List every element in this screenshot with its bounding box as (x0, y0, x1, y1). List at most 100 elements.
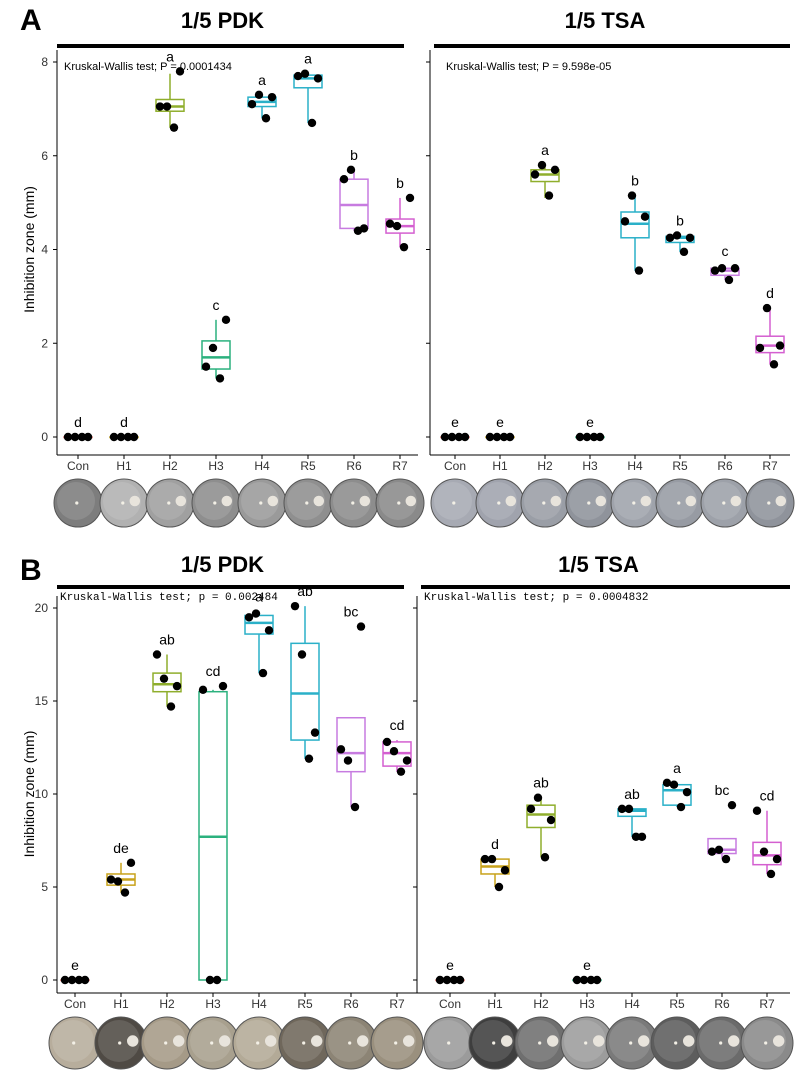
data-point (775, 341, 785, 350)
plate-sheen (704, 482, 742, 520)
kruskal-wallis-annotation: Kruskal-Wallis test; P = 0.0001434 (64, 61, 232, 73)
plate-center (492, 1041, 496, 1045)
data-point (172, 681, 182, 691)
significance-letter: de (113, 840, 129, 856)
data-point (70, 432, 80, 442)
plate-sheen (609, 1020, 651, 1062)
x-tick-label-r6: R6 (717, 459, 733, 473)
data-point (676, 802, 686, 812)
data-point (540, 853, 550, 862)
plate-center (121, 501, 125, 505)
data-point (74, 975, 84, 985)
data-point (460, 432, 470, 442)
kruskal-wallis-annotation: Kruskal-Wallis test; P = 9.598e-05 (446, 61, 611, 73)
significance-letter: ab (624, 786, 640, 802)
data-point (293, 71, 303, 81)
data-point (631, 832, 641, 841)
x-tick-label-con: Con (444, 459, 466, 473)
plate-sheen (103, 482, 141, 520)
significance-letter: e (71, 957, 79, 973)
colony-mark (775, 495, 787, 507)
data-point (447, 432, 457, 442)
data-point (727, 800, 737, 810)
y-tick-label: 0 (41, 430, 48, 444)
data-point (707, 847, 717, 856)
significance-letter: bc (715, 782, 730, 798)
colony-mark (727, 1035, 740, 1047)
colony-mark (730, 495, 742, 507)
plate-sheen (659, 482, 697, 520)
data-point (80, 975, 90, 985)
data-point (126, 858, 136, 868)
data-point (485, 432, 495, 442)
data-point (449, 975, 459, 985)
data-point (261, 114, 271, 123)
kruskal-wallis-annotation: Kruskal-Wallis test; p = 0.0004832 (424, 592, 648, 604)
data-point (582, 432, 592, 442)
data-point (455, 975, 465, 985)
plate-center (302, 1041, 306, 1045)
plate-sheen (333, 482, 371, 520)
data-point (499, 432, 509, 442)
plate-sheen (699, 1020, 741, 1062)
data-point (392, 221, 402, 231)
data-point (382, 737, 392, 747)
chart-2: 1/5 PDK Kruskal-Wallis test; p = 0.002484… (21, 552, 424, 1070)
plate-center (75, 501, 79, 505)
x-tick-label-h2: H2 (162, 459, 178, 473)
x-tick-label-r5: R5 (672, 459, 688, 473)
colony-mark (218, 1035, 231, 1047)
x-tick-label-h1: H1 (492, 459, 508, 473)
significance-letter: b (396, 175, 404, 191)
data-point (537, 160, 547, 170)
significance-letter: d (120, 414, 128, 430)
data-point (83, 432, 93, 442)
plate-center (584, 1041, 588, 1045)
data-point (759, 847, 769, 856)
data-point (396, 767, 406, 776)
significance-letter: a (166, 48, 174, 64)
data-point (251, 609, 261, 618)
plate-center (348, 1041, 352, 1045)
plate-center (118, 1041, 122, 1045)
x-tick-label-r7: R7 (392, 459, 408, 473)
x-tick-label-h3: H3 (579, 997, 595, 1011)
colony-mark (126, 1035, 139, 1047)
data-point (617, 804, 627, 814)
data-point (442, 975, 452, 985)
data-point (575, 432, 585, 442)
data-point (218, 681, 228, 691)
plate-sheen (654, 1020, 696, 1062)
plate-sheen (241, 482, 279, 520)
plate-center (351, 501, 355, 505)
x-tick-label-h3: H3 (208, 459, 224, 473)
plate-center (72, 1041, 76, 1045)
data-point (336, 745, 346, 754)
data-point (258, 668, 268, 678)
x-tick-label-h1: H1 (113, 997, 129, 1011)
significance-letter: e (451, 414, 459, 430)
plate-center (587, 501, 591, 505)
data-point (247, 99, 257, 109)
colony-mark (359, 495, 371, 507)
data-point (679, 247, 689, 257)
plate-sheen (52, 1020, 94, 1062)
data-point (244, 613, 254, 622)
chart-title: 1/5 TSA (558, 552, 639, 577)
data-point (672, 231, 682, 240)
data-point (356, 622, 366, 631)
panel-letter-b: B (20, 554, 42, 587)
data-point (162, 102, 172, 111)
colony-mark (356, 1035, 369, 1047)
x-tick-label-h4: H4 (624, 997, 640, 1011)
chart-title: 1/5 PDK (181, 8, 264, 33)
x-tick-label-r5: R5 (669, 997, 685, 1011)
data-point (662, 778, 672, 788)
x-tick-label-h1: H1 (116, 459, 132, 473)
data-point (440, 432, 450, 442)
data-point (205, 975, 215, 985)
data-point (389, 747, 399, 756)
plate-center (210, 1041, 214, 1045)
data-point (669, 780, 679, 789)
data-point (343, 756, 353, 765)
